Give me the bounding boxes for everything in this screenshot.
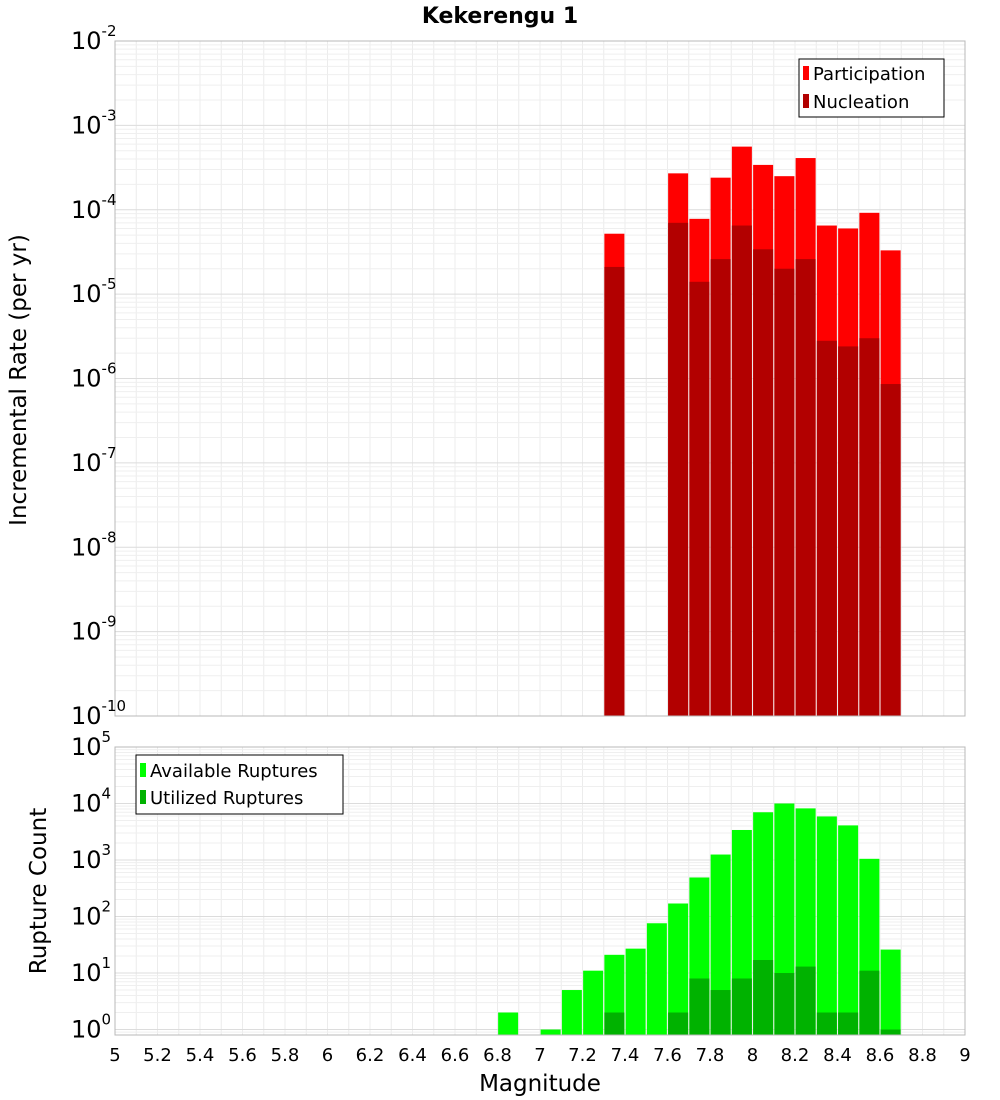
x-tick-label: 8.8 <box>908 1045 937 1066</box>
x-tick-label: 7.6 <box>653 1045 682 1066</box>
x-axis-label: Magnitude <box>479 1071 601 1097</box>
y-tick-label: 10-4 <box>71 191 117 224</box>
bar-nucleation <box>816 340 837 716</box>
x-tick-label: 9 <box>959 1045 970 1066</box>
y-tick-label: 10-3 <box>71 106 117 139</box>
bar-available-ruptures <box>540 1029 561 1035</box>
bar-available-ruptures <box>880 949 901 1035</box>
bar-available-ruptures <box>838 825 859 1035</box>
bar-utilized-ruptures <box>668 1012 689 1035</box>
bar-available-ruptures <box>646 923 667 1035</box>
bar-nucleation <box>604 266 625 716</box>
bar-utilized-ruptures <box>880 1029 901 1035</box>
bar-available-ruptures <box>816 816 837 1035</box>
bar-available-ruptures <box>668 903 689 1035</box>
bar-utilized-ruptures <box>795 966 816 1035</box>
bar-utilized-ruptures <box>774 973 795 1035</box>
bottom-y-tick-labels: 100 101 102 103 104 105 <box>71 728 111 1044</box>
y-tick-label: 10-10 <box>71 697 126 730</box>
bar-nucleation <box>774 268 795 716</box>
top-bars <box>604 146 901 717</box>
bottom-panel: 100 101 102 103 104 105 5 5.2 5.4 5.6 5.8 6 6.2 6.4 6… <box>26 728 971 1097</box>
x-tick-label: 5.6 <box>228 1045 257 1066</box>
x-tick-label: 5.8 <box>271 1045 300 1066</box>
top-y-tick-labels: 10-10 10-9 10-8 10-7 10-6 10-5 10-4 10-3 10-2 <box>71 22 126 730</box>
bar-utilized-ruptures <box>604 1012 625 1035</box>
bar-nucleation <box>689 281 710 716</box>
bar-nucleation <box>880 384 901 716</box>
y-tick-label: 10-5 <box>71 275 117 308</box>
x-tick-label: 5 <box>109 1045 120 1066</box>
y-tick-label: 10-7 <box>71 444 117 477</box>
bar-utilized-ruptures <box>731 978 752 1035</box>
legend-swatch-available-ruptures <box>140 763 146 777</box>
legend-label-utilized-ruptures: Utilized Ruptures <box>150 788 303 809</box>
x-tick-label: 7.4 <box>611 1045 640 1066</box>
x-tick-label: 6.6 <box>441 1045 470 1066</box>
legend-label-participation: Participation <box>813 64 925 85</box>
bar-nucleation <box>859 338 880 716</box>
bar-utilized-ruptures <box>838 1012 859 1035</box>
bar-available-ruptures <box>583 970 604 1035</box>
bar-utilized-ruptures <box>816 1012 837 1035</box>
y-tick-label: 10-9 <box>71 613 117 646</box>
bar-available-ruptures <box>561 990 582 1035</box>
bar-available-ruptures <box>498 1012 519 1035</box>
legend-swatch-nucleation <box>803 94 809 108</box>
top-legend: Participation Nucleation <box>798 58 945 118</box>
top-plot-frame <box>114 40 966 717</box>
bar-nucleation <box>795 259 816 716</box>
top-gridlines <box>114 40 966 717</box>
bottom-y-axis-label: Rupture Count <box>26 808 52 974</box>
y-tick-label: 10-6 <box>71 360 117 393</box>
bottom-bars <box>498 803 901 1035</box>
bar-nucleation <box>838 346 859 716</box>
bar-utilized-ruptures <box>753 959 774 1035</box>
y-tick-label: 10-2 <box>71 22 117 55</box>
legend-label-available-ruptures: Available Ruptures <box>150 761 318 782</box>
bar-nucleation <box>710 259 731 716</box>
top-panel: 10-10 10-9 10-8 10-7 10-6 10-5 10-4 10-3 10-2 In… <box>6 22 966 730</box>
x-tick-label: 8.6 <box>866 1045 895 1066</box>
bottom-legend-box <box>135 754 344 815</box>
x-tick-label: 6 <box>322 1045 333 1066</box>
legend-label-nucleation: Nucleation <box>813 92 909 113</box>
y-tick-label: 104 <box>71 785 111 818</box>
x-tick-label: 8.2 <box>781 1045 810 1066</box>
y-tick-label: 102 <box>71 898 111 931</box>
bar-nucleation <box>668 222 689 716</box>
bottom-legend: Available Ruptures Utilized Ruptures <box>135 754 344 815</box>
bar-available-ruptures <box>625 948 646 1035</box>
bar-utilized-ruptures <box>710 990 731 1035</box>
bar-utilized-ruptures <box>859 970 880 1035</box>
y-tick-label: 101 <box>71 954 111 987</box>
bar-nucleation <box>731 225 752 716</box>
legend-swatch-utilized-ruptures <box>140 790 146 804</box>
x-tick-label: 6.8 <box>483 1045 512 1066</box>
y-tick-label: 100 <box>71 1011 111 1044</box>
bottom-plot-frame <box>114 746 966 1036</box>
x-tick-label: 8 <box>747 1045 758 1066</box>
x-tick-label: 7.2 <box>568 1045 597 1066</box>
y-tick-label: 105 <box>71 728 111 761</box>
x-tick-labels: 5 5.2 5.4 5.6 5.8 6 6.2 6.4 6.6 6.8 7 7.2 7.4 7.6 7.8 8… <box>109 1045 970 1066</box>
x-tick-label: 7.8 <box>696 1045 725 1066</box>
bar-utilized-ruptures <box>689 978 710 1035</box>
x-tick-label: 8.4 <box>823 1045 852 1066</box>
bar-nucleation <box>753 249 774 716</box>
x-tick-label: 5.4 <box>186 1045 215 1066</box>
bar-available-ruptures <box>710 854 731 1035</box>
top-legend-box <box>798 58 945 118</box>
y-tick-label: 103 <box>71 841 111 874</box>
x-tick-label: 6.4 <box>398 1045 427 1066</box>
x-tick-label: 6.2 <box>356 1045 385 1066</box>
x-tick-label: 5.2 <box>143 1045 172 1066</box>
x-tick-label: 7 <box>534 1045 545 1066</box>
legend-swatch-participation <box>803 66 809 80</box>
top-y-axis-label: Incremental Rate (per yr) <box>6 234 32 526</box>
y-tick-label: 10-8 <box>71 528 117 561</box>
chart-title: Kekerengu 1 <box>422 4 578 29</box>
